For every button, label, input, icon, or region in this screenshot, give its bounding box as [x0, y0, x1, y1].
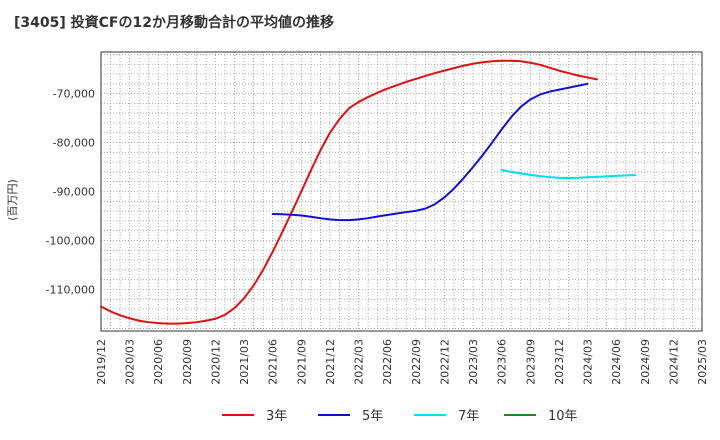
x-tick-label: 2024/03: [582, 339, 595, 385]
legend-label: 7年: [458, 409, 479, 424]
plot-border: [100, 51, 703, 332]
x-tick-label: 2023/12: [553, 339, 566, 385]
x-tick-label: 2020/12: [209, 339, 222, 385]
legend-label: 10年: [548, 409, 578, 424]
x-tick-label: 2021/09: [295, 339, 308, 385]
x-tick-label: 2021/03: [238, 339, 251, 385]
x-tick-label: 2023/03: [467, 339, 480, 385]
x-tick-label: 2024/09: [639, 339, 652, 385]
x-tick-label: 2021/06: [267, 339, 280, 385]
series-layer: [100, 59, 637, 325]
x-tick-label: 2022/12: [438, 339, 451, 385]
x-tick-label: 2020/06: [152, 339, 165, 385]
x-tick-label: 2021/12: [324, 339, 337, 385]
x-tick-label: 2022/06: [381, 339, 394, 385]
x-tick-label: 2022/03: [353, 339, 366, 385]
x-tick-label: 2025/03: [696, 339, 709, 385]
series-line-7年: [500, 168, 637, 180]
x-tick-label: 2023/09: [524, 339, 537, 385]
y-tick-label: -80,000: [53, 137, 95, 150]
x-tick-label: 2020/09: [181, 339, 194, 385]
legend-label: 5年: [362, 409, 383, 424]
y-tick-label: -100,000: [46, 234, 95, 247]
legend: 3年 5年 7年 10年: [222, 409, 578, 424]
x-tick-label: 2024/12: [667, 339, 680, 385]
y-axis-label: (百万円): [6, 179, 19, 221]
chart-title: [3405] 投資CFの12か月移動合計の平均値の推移: [14, 15, 334, 31]
x-tick-label: 2023/06: [496, 339, 509, 385]
series-line-5年: [271, 82, 589, 222]
x-tick-label: 2020/03: [124, 339, 137, 385]
y-tick-label: -90,000: [53, 186, 95, 199]
x-tick-label: 2019/12: [95, 339, 108, 385]
x-tick-label: 2024/06: [610, 339, 623, 385]
series-line-3年: [100, 59, 599, 325]
legend-label: 3年: [266, 409, 287, 424]
x-tick-label: 2022/09: [410, 339, 423, 385]
x-axis-ticks: 2019/12 2020/03 2020/06 2020/09 2020/12 2021/…: [95, 339, 709, 385]
y-tick-label: -70,000: [53, 88, 95, 101]
y-tick-label: -110,000: [46, 283, 95, 296]
grid-layer: [101, 52, 702, 331]
y-axis-ticks: -110,000 -100,000 -90,000 -80,000 -70,000: [46, 88, 95, 297]
